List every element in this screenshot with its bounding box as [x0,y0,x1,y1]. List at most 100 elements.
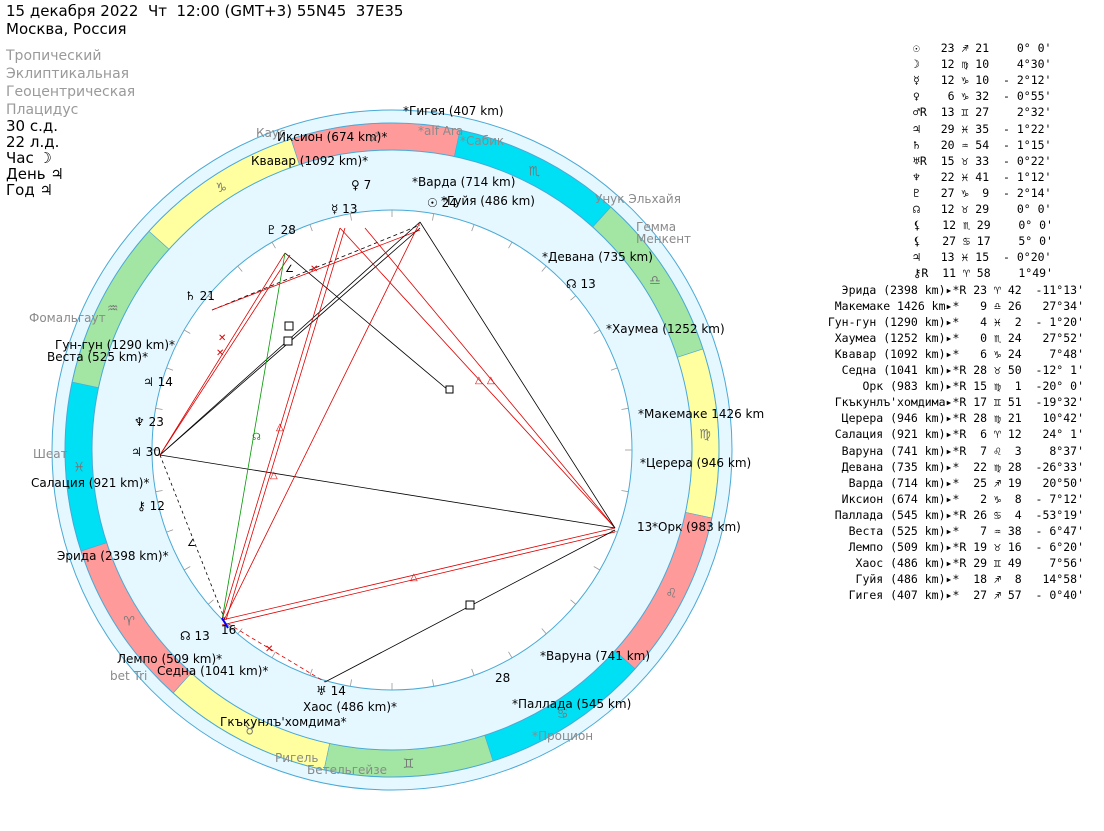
planet-row: ♃ 13 ♓ 15 - 0°20' [913,250,1052,265]
zodiac-sign-glyph: ♒ [107,302,119,317]
natal-chart-wheel: ♐ ♏ ♎ ♍ ♌ ♋ ♊ ♉ ♈ ♓ ♒ ♑ ✕ ✕ ✕ ✕ △ △ △ △ [29,104,764,791]
asteroid-sedna: Седна (1041 km)* [157,664,268,678]
asteroid-row: Макемаке 1426 km▸* 9 ♎ 26 27°34' [834,298,1084,313]
svg-text:Гемма: Гемма [636,220,676,234]
asteroid-row: Гуйя (486 km)▸* 18 ♐ 8 14°58' [855,572,1084,587]
lilith-glyph-label: 16 [221,623,236,637]
planet-row: ⚸ 12 ♏ 29 0° 0' [913,218,1053,233]
svg-text:Ригель: Ригель [275,751,318,765]
asteroid-ceres: *Церера (946 km) [640,456,751,470]
svg-text:✕: ✕ [218,333,226,344]
zodiac-sign-glyph: ♐ [370,131,382,146]
asteroid-lempo: Лемпо (509 km)* [117,652,222,666]
asteroid-vesta: Веста (525 km)* [47,350,148,364]
chart-date-line: 15 декабря 2022 Чт 12:00 (GMT+3) 55N45 3… [6,2,404,20]
zodiac-sign-glyph: ♊ [403,757,415,772]
sun-glyph-label: ☉ 24 [427,196,457,210]
day-ruler: День ♃ [6,165,64,183]
svg-text:△: △ [475,375,483,386]
venus-glyph-label: ♀ 7 [351,178,371,192]
zodiac-sign-glyph: ♓ [73,460,85,475]
aspect-lines [159,221,616,683]
svg-text:∠: ∠ [187,538,196,549]
asteroid-varda: *Варда (714 km) [412,175,515,189]
asteroid-guiya: *Гуйя (486 km) [441,194,535,208]
svg-text:✕: ✕ [265,644,273,655]
asteroid-haumea: *Хаумеа (1252 km) [606,322,725,336]
asteroid-ixion: Иксион (674 km)* [277,130,387,144]
planet-row: ♇ 27 ♑ 9 - 2°14' [913,185,1052,200]
svg-text:△: △ [276,422,284,433]
planet-row: ☊ 12 ♉ 29 0° 0' [913,202,1052,216]
lilith2-glyph-label: ☊ 13 [566,277,596,291]
asteroid-row: Орк (983 km)▸*R 15 ♍ 1 -20° 0' [862,379,1084,394]
aspect-glyphs: ✕ ✕ ✕ ✕ △ △ △ △ △ ☊ ∠ ∠ [187,264,495,655]
svg-text:Фомальгаут: Фомальгаут [29,311,106,325]
svg-text:bet Tri: bet Tri [110,669,147,683]
zodiac-sign-glyph: ♈ [123,615,135,630]
asteroid-row: Гигея (407 km)▸* 27 ♐ 57 - 0°40' [848,588,1084,603]
zodiac-sign-glyph: ♏ [528,165,540,180]
planet-row: ♄ 20 ♒ 54 - 1°15' [913,137,1052,152]
asteroid-devana: *Девана (735 km) [542,250,653,264]
asteroid-row: Квавар (1092 km)▸* 6 ♑ 24 7°48' [834,346,1084,361]
asteroid-salacia: Салация (921 km)* [31,476,149,490]
asteroid-row: Иксион (674 km)▸* 2 ♑ 8 - 7°12' [841,491,1084,506]
zodiac-sign-glyph: ♍ [699,428,711,443]
svg-text:△: △ [487,375,495,386]
positions-table: ☉ 23 ♐ 21 0° 0' ☽ 12 ♍ 10 4°30' ☿ 12 ♑ 10 … [780,40,1104,602]
svg-text:△: △ [270,470,278,481]
asteroid-row: Хаос (486 km)▸*R 29 ♊ 49 7°56' [855,556,1084,571]
asteroid-orcus: *Орк (983 km) [652,520,741,534]
moon-glyph-label: 13 [637,520,652,534]
chart-location: Москва, Россия [6,20,127,38]
planet-row: ♂R 13 ♊ 27 2°32' [913,105,1052,120]
asteroid-row: Эрида (2398 km)▸*R 23 ♈ 42 -11°13' [841,282,1084,297]
asteroid-row: Гун-гун (1290 km)▸* 4 ♓ 2 - 1°20' [827,314,1084,329]
asteroid-row: Салация (921 km)▸*R 6 ♈ 12 24° 1' [834,427,1084,442]
asteroid-labels: *Гигея (407 km) Иксион (674 km)* Квавар … [31,104,764,729]
solar-day: 22 л.д. [6,133,60,151]
planet-row: ♅R 15 ♉ 33 - 0°22' [913,153,1052,168]
planet-row: ♆ 22 ♓ 41 - 1°12' [913,169,1052,184]
svg-text:Шеат: Шеат [33,447,68,461]
year-ruler: Год ♃ [6,181,53,199]
asteroid-gkkunl: Гкъкунлъ'хомдима* [220,715,347,729]
pluto-glyph-label: ♇ 28 [266,223,296,237]
zodiac-sign-glyph: ♎ [649,273,661,288]
coordinate-system: Эклиптикальная [6,66,130,82]
asteroid-row: Седна (1041 km)▸*R 28 ♉ 50 -12° 1' [841,363,1084,377]
planet-row: ♀ 6 ♑ 32 - 0°55' [913,89,1052,104]
zodiac-sign-glyph: ♉ [244,723,256,738]
saturn-glyph-label: ♄ 21 [185,289,215,303]
uranus-glyph-label: ♅ 14 [316,684,346,698]
svg-text:☊: ☊ [252,432,261,443]
zodiac-sign-glyph: ♌ [666,586,678,601]
planet-row: ⚷R 11 ♈ 58 1°49' [913,266,1053,281]
asteroid-varuna: *Варуна (741 km) [540,649,650,663]
planet-row: ☽ 12 ♍ 10 4°30' [913,57,1052,72]
planet-row: ♃ 29 ♓ 35 - 1°22' [913,121,1052,136]
planet-row: ⚸ 27 ♋ 17 5° 0' [913,234,1053,249]
svg-text:∠: ∠ [285,264,294,275]
asteroid-gonggong: Гун-гун (1290 km)* [55,338,175,352]
asteroid-eris: Эрида (2398 km)* [57,549,169,563]
jupiter-alt-glyph-label: ♃ 14 [143,375,173,389]
asteroid-makemake: *Макемаке 1426 km [638,407,764,421]
asteroid-row: Лемпо (509 km)▸*R 19 ♉ 16 - 6°20' [848,540,1084,555]
asteroid-quaoar: Квавар (1092 km)* [251,154,368,168]
asteroid-pallas: *Паллада (545 km) [512,697,631,711]
asteroid-chaos: Хаос (486 km)* [303,700,397,714]
zodiac-sign-glyph: ♑ [215,181,227,196]
asteroid-row: Гкъкунлъ'хомдима▸*R 17 ♊ 51 -19°32' [834,395,1084,410]
mercury-glyph-label: ☿ 13 [331,202,357,216]
fixed-star-labels: *alf Ara *Сабик Унук Эльхайя Гемма Менке… [29,124,691,777]
center-type: Геоцентрическая [6,84,136,100]
svg-text:✕: ✕ [310,264,318,275]
node-glyph-label: ☊ 13 [180,629,210,643]
planet-row: ☿ 12 ♑ 10 - 2°12' [913,73,1052,88]
asteroid-row: Хаумеа (1252 km)▸* 0 ♏ 24 27°52' [834,330,1084,345]
svg-text:*alf Ara: *alf Ara [418,124,463,138]
selena-glyph-label: 28 [495,671,510,685]
zodiac-type: Тропический [6,48,102,64]
